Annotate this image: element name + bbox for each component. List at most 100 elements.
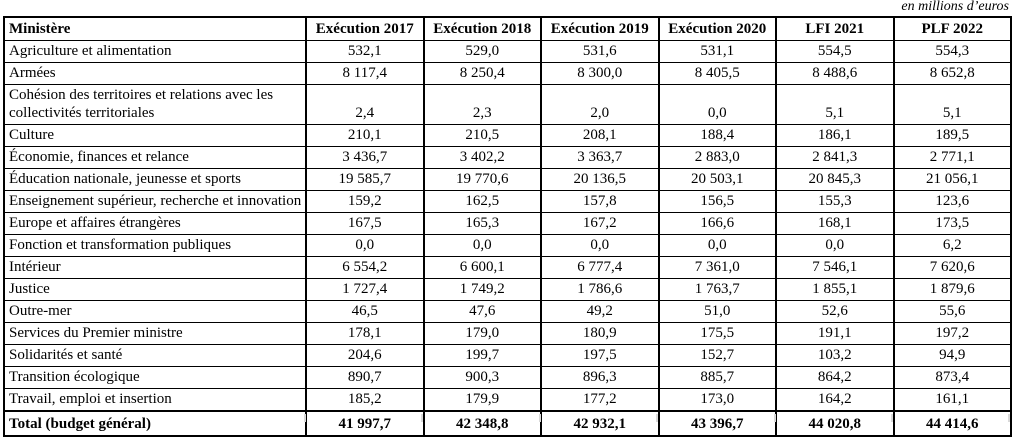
gridline-stub	[774, 414, 776, 422]
gridline-stub	[891, 414, 893, 422]
table-row: Fonction et transformation publiques 0,0 0…	[4, 234, 1011, 257]
units-note: en millions d’euros	[901, 0, 1009, 14]
value-cell: 175,5	[657, 322, 776, 345]
gridline-stub	[421, 414, 423, 422]
value-cell: 8 652,8	[892, 62, 1011, 85]
value-cell: 554,3	[892, 40, 1011, 63]
value-cell: 885,7	[657, 366, 776, 389]
value-cell: 157,8	[540, 190, 659, 213]
value-cell: 168,1	[775, 212, 894, 235]
value-cell: 8 250,4	[422, 62, 541, 85]
ministry-cell: Économie, finances et relance	[4, 146, 306, 169]
value-cell: 0,0	[775, 234, 894, 257]
value-cell: 210,5	[422, 124, 541, 147]
budget-table-page: en millions d’euros Ministère Exécution 2…	[3, 0, 1012, 437]
value-cell: 2,0	[540, 84, 659, 125]
value-cell: 199,7	[422, 344, 541, 367]
value-cell: 52,6	[775, 300, 894, 323]
ministry-cell: Culture	[4, 124, 306, 147]
value-cell: 165,3	[422, 212, 541, 235]
year-column-header: Exécution 2018	[422, 17, 541, 41]
value-cell: 900,3	[422, 366, 541, 389]
ministry-cell: Solidarités et santé	[4, 344, 306, 367]
value-cell: 179,9	[422, 388, 541, 411]
value-cell: 19 585,7	[305, 168, 424, 191]
value-cell: 103,2	[775, 344, 894, 367]
value-cell: 51,0	[657, 300, 776, 323]
value-cell: 20 845,3	[775, 168, 894, 191]
ministry-cell: Enseignement supérieur, recherche et inn…	[4, 190, 306, 213]
year-column-header: LFI 2021	[775, 17, 894, 41]
ministry-cell: Fonction et transformation publiques	[4, 234, 306, 257]
value-cell: 46,5	[305, 300, 424, 323]
ministry-cell: Agriculture et alimentation	[4, 40, 306, 63]
value-cell: 44 020,8	[775, 410, 894, 436]
value-cell: 2 883,0	[657, 146, 776, 169]
total-row: Total (budget général) 41 997,7 42 348,8 42…	[4, 410, 1011, 436]
value-cell: 210,1	[305, 124, 424, 147]
value-cell: 191,1	[775, 322, 894, 345]
value-cell: 42 348,8	[422, 410, 541, 436]
value-cell: 197,5	[540, 344, 659, 367]
table-body: Agriculture et alimentation 532,1 529,0 531…	[4, 40, 1011, 436]
value-cell: 178,1	[305, 322, 424, 345]
value-cell: 179,0	[422, 322, 541, 345]
table-row: Solidarités et santé 204,6 199,7 197,5 152,7…	[4, 344, 1011, 367]
value-cell: 177,2	[540, 388, 659, 411]
value-cell: 529,0	[422, 40, 541, 63]
value-cell: 0,0	[422, 234, 541, 257]
value-cell: 208,1	[540, 124, 659, 147]
value-cell: 1 879,6	[892, 278, 1011, 301]
table-row: Éducation nationale, jeunesse et sports 1…	[4, 168, 1011, 191]
value-cell: 188,4	[657, 124, 776, 147]
year-column-header: Exécution 2019	[540, 17, 659, 41]
value-cell: 6 777,4	[540, 256, 659, 279]
value-cell: 896,3	[540, 366, 659, 389]
value-cell: 8 300,0	[540, 62, 659, 85]
value-cell: 2,4	[305, 84, 424, 125]
value-cell: 166,6	[657, 212, 776, 235]
ministry-cell: Outre-mer	[4, 300, 306, 323]
table-row: Outre-mer 46,5 47,6 49,2 51,0 52,6 55,6	[4, 300, 1011, 323]
value-cell: 180,9	[540, 322, 659, 345]
header-row: Ministère Exécution 2017 Exécution 2018 Exé…	[4, 17, 1011, 41]
value-cell: 21 056,1	[892, 168, 1011, 191]
value-cell: 173,0	[657, 388, 776, 411]
total-label-cell: Total (budget général)	[4, 410, 306, 436]
value-cell: 531,1	[657, 40, 776, 63]
value-cell: 0,0	[657, 234, 776, 257]
value-cell: 167,5	[305, 212, 424, 235]
value-cell: 1 786,6	[540, 278, 659, 301]
value-cell: 1 763,7	[657, 278, 776, 301]
value-cell: 189,5	[892, 124, 1011, 147]
value-cell: 2 771,1	[892, 146, 1011, 169]
value-cell: 47,6	[422, 300, 541, 323]
value-cell: 6 600,1	[422, 256, 541, 279]
value-cell: 49,2	[540, 300, 659, 323]
value-cell: 531,6	[540, 40, 659, 63]
value-cell: 7 361,0	[657, 256, 776, 279]
table-row: Culture 210,1 210,5 208,1 188,4 186,1 189,5	[4, 124, 1011, 147]
value-cell: 554,5	[775, 40, 894, 63]
ministry-cell: Intérieur	[4, 256, 306, 279]
ministry-cell: Armées	[4, 62, 306, 85]
value-cell: 94,9	[892, 344, 1011, 367]
value-cell: 161,1	[892, 388, 1011, 411]
value-cell: 123,6	[892, 190, 1011, 213]
budget-table: Ministère Exécution 2017 Exécution 2018 Exé…	[3, 16, 1012, 437]
ministry-cell: Services du Premier ministre	[4, 322, 306, 345]
table-row: Enseignement supérieur, recherche et inn…	[4, 190, 1011, 213]
value-cell: 0,0	[540, 234, 659, 257]
value-cell: 7 620,6	[892, 256, 1011, 279]
value-cell: 873,4	[892, 366, 1011, 389]
value-cell: 0,0	[305, 234, 424, 257]
value-cell: 155,3	[775, 190, 894, 213]
value-cell: 8 117,4	[305, 62, 424, 85]
value-cell: 152,7	[657, 344, 776, 367]
value-cell: 532,1	[305, 40, 424, 63]
table-row: Économie, finances et relance 3 436,7 3 40…	[4, 146, 1011, 169]
value-cell: 1 855,1	[775, 278, 894, 301]
value-cell: 19 770,6	[422, 168, 541, 191]
value-cell: 44 414,6	[892, 410, 1011, 436]
value-cell: 5,1	[892, 84, 1011, 125]
